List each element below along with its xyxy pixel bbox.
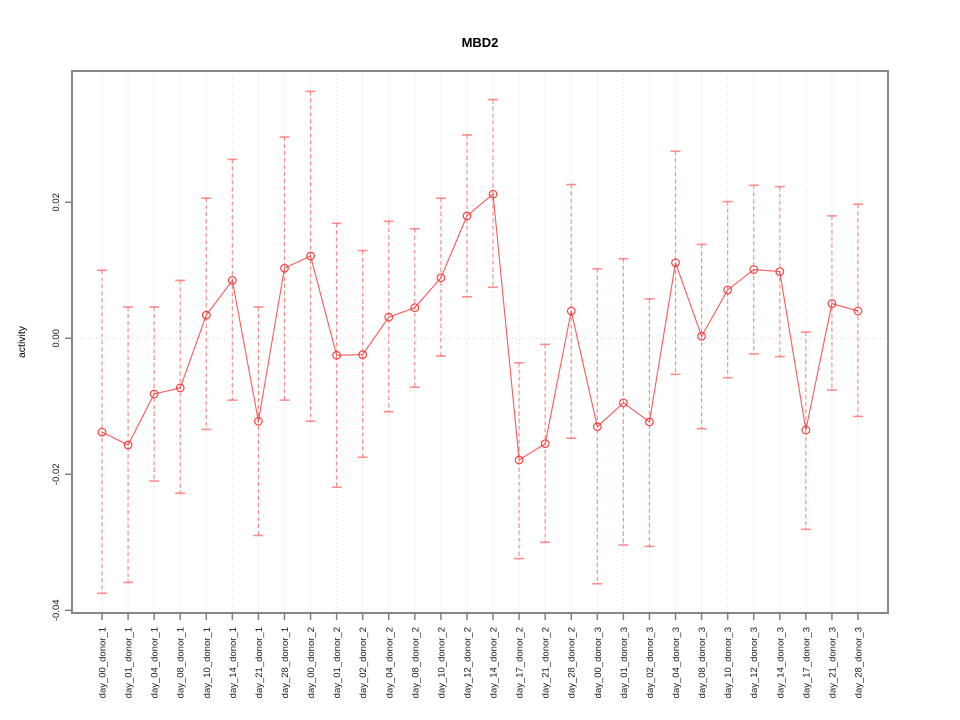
- y-tick-label: 0.00: [51, 329, 62, 348]
- x-tick-label: day_02_donor_3: [645, 627, 656, 698]
- chart-title: MBD2: [462, 35, 499, 50]
- x-tick-label: day_04_donor_1: [150, 627, 161, 698]
- x-tick-label: day_12_donor_3: [749, 627, 760, 698]
- x-tick-label: day_12_donor_2: [462, 627, 473, 698]
- x-tick-label: day_28_donor_1: [280, 627, 291, 698]
- data-point: [697, 331, 706, 341]
- x-tick-label: day_08_donor_1: [176, 627, 187, 698]
- x-tick-label: day_01_donor_1: [124, 627, 135, 698]
- data-point: [514, 455, 524, 465]
- data-point: [775, 267, 785, 277]
- x-tick-label: day_10_donor_3: [723, 627, 734, 698]
- data-point: [671, 258, 680, 268]
- data-point: [592, 422, 602, 432]
- data-point: [254, 416, 263, 426]
- x-tick-label: day_17_donor_2: [515, 627, 526, 698]
- x-tick-label: day_04_donor_2: [384, 627, 395, 698]
- data-point: [645, 417, 654, 427]
- x-tick-label: day_00_donor_2: [306, 627, 317, 698]
- data-point: [488, 189, 498, 199]
- data-point: [436, 273, 446, 283]
- data-point: [566, 306, 576, 316]
- x-tick-label: day_17_donor_3: [801, 627, 812, 698]
- y-axis-label: activity: [16, 325, 28, 358]
- x-tick-label: day_21_donor_3: [827, 627, 838, 698]
- data-point: [175, 383, 185, 393]
- data-point: [123, 440, 133, 450]
- x-tick-label: day_28_donor_3: [854, 627, 865, 698]
- data-point: [827, 299, 837, 308]
- data-point: [306, 251, 315, 261]
- data-point: [462, 211, 472, 221]
- x-tick-label: day_14_donor_1: [228, 627, 239, 698]
- x-tick-label: day_14_donor_2: [489, 627, 500, 698]
- plot-border: [71, 70, 889, 614]
- x-tick-label: day_01_donor_2: [332, 627, 343, 698]
- y-tick-label: -0.02: [51, 463, 62, 485]
- data-point: [410, 303, 420, 313]
- data-point: [853, 306, 863, 316]
- data-point: [227, 276, 237, 285]
- data-point: [801, 425, 811, 435]
- x-tick-label: day_21_donor_1: [254, 627, 265, 698]
- x-tick-label: day_10_donor_2: [436, 627, 447, 698]
- x-tick-label: day_02_donor_2: [358, 627, 369, 698]
- x-tick-label: day_10_donor_1: [202, 627, 213, 698]
- data-point: [723, 285, 733, 295]
- x-tick-label: day_08_donor_3: [697, 627, 708, 698]
- data-point: [384, 312, 394, 322]
- x-tick-label: day_14_donor_3: [775, 627, 786, 698]
- data-point: [280, 263, 289, 273]
- x-tick-label: day_21_donor_2: [541, 627, 552, 698]
- data-point: [201, 310, 211, 320]
- x-tick-label: day_04_donor_3: [671, 627, 682, 698]
- data-point: [618, 398, 628, 408]
- y-tick-label: 0.02: [51, 193, 62, 212]
- series-line: [101, 193, 859, 461]
- data-point: [749, 265, 759, 274]
- y-tick-label: -0.04: [51, 599, 62, 621]
- x-tick-label: day_00_donor_3: [593, 627, 604, 698]
- data-point: [540, 439, 550, 449]
- data-point: [149, 389, 159, 399]
- data-point: [97, 427, 107, 437]
- data-point: [332, 350, 342, 360]
- data-point: [358, 350, 368, 359]
- x-tick-label: day_01_donor_3: [619, 627, 630, 698]
- plot-area: -0.04 -0.02 0.00 0.02 day_00_donor_1 day_01_d…: [51, 70, 889, 698]
- x-tick-label: day_08_donor_2: [410, 627, 421, 698]
- x-tick-label: day_00_donor_1: [98, 627, 109, 698]
- x-tick-label: day_28_donor_2: [567, 627, 578, 698]
